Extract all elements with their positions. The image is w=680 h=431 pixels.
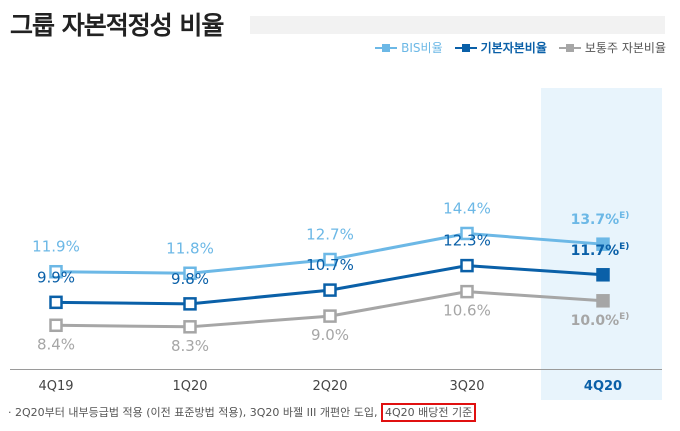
footnote-text: · 2Q20부터 내부등급법 적용 (이전 표준방법 적용), 3Q20 바젤 …: [8, 406, 381, 419]
page-title: 그룹 자본적정성 비율: [10, 11, 224, 40]
legend-item-common: 보통주 자본비율: [558, 39, 666, 56]
estimate-superscript: E): [619, 312, 629, 322]
data-label-common: 10.0%E): [571, 312, 630, 329]
legend-swatch-icon: [558, 43, 581, 53]
x-tick-label: 1Q20: [172, 379, 207, 394]
data-point-basic: [49, 295, 63, 310]
data-label-basic: 10.7%: [306, 256, 354, 274]
data-label-common: 8.3%: [171, 337, 209, 355]
legend-label: 기본자본비율: [480, 41, 547, 55]
x-tick-label: 4Q20: [584, 379, 622, 394]
legend-label: 보통주 자본비율: [584, 41, 666, 55]
chart-legend: BIS비율 기본자본비율 보통주 자본비율: [375, 39, 666, 56]
data-point-basic: [323, 283, 337, 297]
data-label-bis: 11.9%: [32, 238, 80, 256]
data-label-basic: 9.8%: [171, 270, 209, 288]
legend-swatch-icon: [454, 43, 477, 53]
legend-item-basic: 기본자본비율: [454, 39, 547, 56]
data-point-common: [460, 284, 474, 299]
data-label-bis: 14.4%: [443, 199, 491, 217]
data-point-common: [49, 318, 63, 333]
title-decoration-bar: [250, 16, 665, 34]
estimate-superscript: E): [619, 211, 629, 221]
x-tick-label: 4Q19: [38, 379, 73, 394]
data-point-common: [323, 309, 337, 323]
footnote: · 2Q20부터 내부등급법 적용 (이전 표준방법 적용), 3Q20 바젤 …: [8, 403, 477, 422]
data-point-basic: [183, 297, 197, 311]
legend-label: BIS비율: [401, 41, 443, 55]
data-label-bis: 11.8%: [166, 239, 214, 257]
data-point-bis: [460, 226, 474, 241]
data-point-common: [183, 320, 197, 334]
data-point-bis: [323, 252, 337, 267]
data-point-basic: [460, 258, 474, 273]
footnote-highlight: 4Q20 배당전 기준: [380, 403, 477, 422]
estimate-superscript: E): [619, 242, 629, 252]
data-point-bis: [49, 264, 63, 279]
data-label-common: 9.0%: [311, 326, 349, 344]
data-label-bis: 12.7%: [306, 225, 354, 243]
legend-swatch-icon: [375, 43, 398, 53]
data-label-bis: 13.7%E): [571, 211, 630, 228]
data-label-basic: 11.7%E): [571, 242, 630, 259]
data-label-common: 10.6%: [443, 302, 491, 320]
legend-item-bis: BIS비율: [375, 39, 443, 56]
data-label-basic: 9.9%: [37, 268, 75, 286]
x-tick-label: 3Q20: [449, 379, 484, 394]
data-label-common: 8.4%: [37, 335, 75, 353]
data-point-bis: [596, 237, 610, 251]
data-point-basic: [596, 268, 610, 282]
data-label-basic: 12.3%: [443, 232, 491, 250]
x-tick-label: 2Q20: [312, 379, 347, 394]
data-point-bis: [183, 266, 197, 281]
data-point-common: [596, 294, 610, 308]
